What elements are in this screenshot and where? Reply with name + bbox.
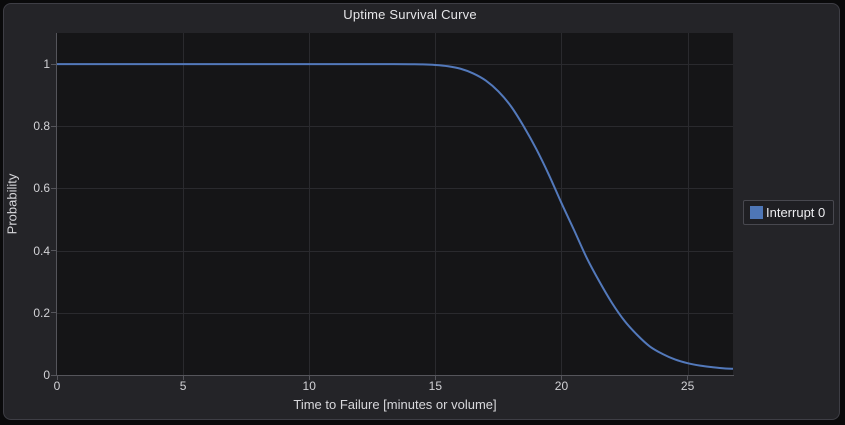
x-tick-label: 10 [302,379,316,393]
chart-title: Uptime Survival Curve [343,7,477,22]
y-tick-label: 1 [43,57,50,72]
y-tick-mark [51,312,56,314]
y-tick-mark [51,63,56,65]
y-tick-mark [51,374,56,376]
y-tick-mark [51,187,56,189]
plot-canvas[interactable] [57,33,733,375]
legend-item-interrupt-0[interactable]: Interrupt 0 [743,200,835,225]
x-tick-label: 25 [680,379,695,393]
y-tick-label: 0.6 [33,181,50,196]
series-line-interrupt-0[interactable] [57,63,733,370]
x-tick-label: 20 [554,379,569,393]
x-tick-mark [560,376,562,380]
x-tick-label: 0 [53,379,61,393]
x-axis-line [56,375,734,376]
legend: Interrupt 0 [743,200,835,225]
legend-swatch-icon [750,206,763,219]
x-tick-mark [687,376,689,380]
x-tick-mark [56,376,58,380]
y-axis-line [56,33,57,376]
x-tick-mark [434,376,436,380]
y-tick-label: 0.8 [33,119,50,134]
y-tick-label: 0.2 [33,305,50,320]
x-tick-label: 15 [428,379,443,393]
legend-item-label: Interrupt 0 [766,205,826,220]
y-tick-label: 0.4 [33,243,50,258]
y-tick-mark [51,250,56,252]
x-tick-label: 5 [179,379,187,393]
x-tick-mark [182,376,184,380]
plot-area[interactable] [57,33,733,375]
x-tick-mark [308,376,310,380]
x-axis-title: Time to Failure [minutes or volume] [293,397,497,412]
y-tick-mark [51,125,56,127]
y-tick-label: 0 [43,368,50,382]
